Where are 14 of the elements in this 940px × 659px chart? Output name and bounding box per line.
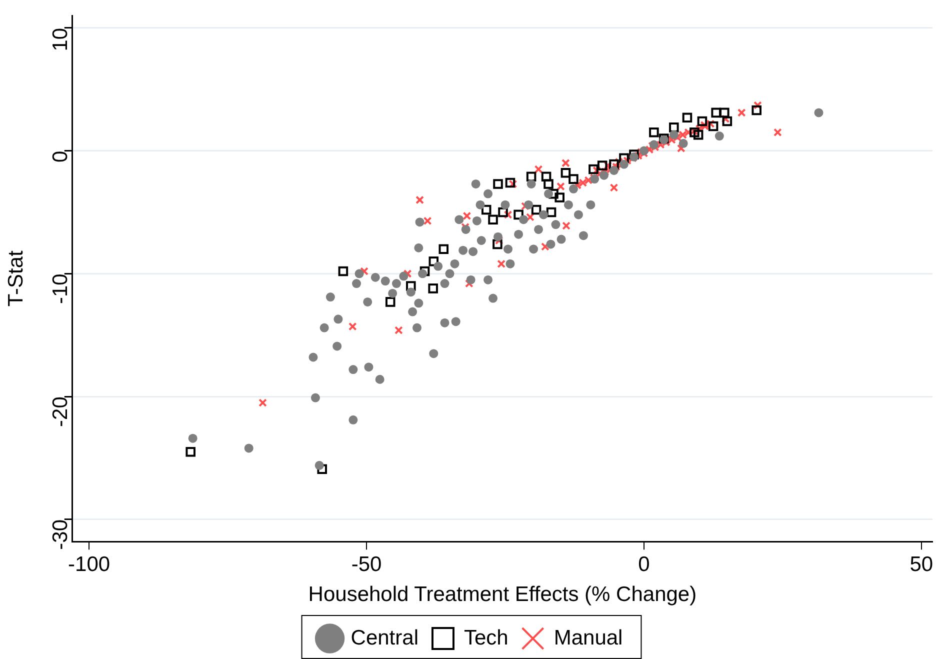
legend-label: Central bbox=[350, 626, 418, 650]
x-tick-label: 0 bbox=[638, 552, 650, 576]
legend-label: Tech bbox=[464, 626, 508, 650]
y-axis-title: T-Stat bbox=[4, 250, 28, 307]
legend-label: Manual bbox=[554, 626, 623, 650]
y-tick-label: -20 bbox=[49, 396, 72, 427]
y-tick-label: -10 bbox=[49, 274, 72, 304]
x-tick-label: -50 bbox=[351, 552, 382, 576]
y-tick-label: 0 bbox=[49, 150, 72, 162]
x-axis-title: Household Treatment Effects (% Change) bbox=[308, 583, 697, 606]
x-tick-label: -100 bbox=[68, 552, 110, 576]
y-tick-label: 10 bbox=[49, 28, 72, 52]
x-tick-label: 50 bbox=[910, 552, 934, 576]
y-tick-label: -30 bbox=[49, 519, 72, 550]
